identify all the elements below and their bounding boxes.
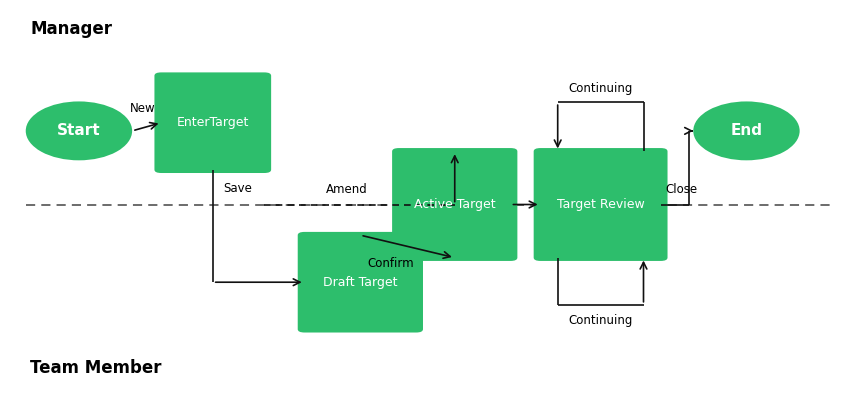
Text: New: New xyxy=(130,102,155,115)
Ellipse shape xyxy=(26,101,132,160)
Text: EnterTarget: EnterTarget xyxy=(177,116,249,129)
Text: Team Member: Team Member xyxy=(30,359,161,377)
Text: Target Review: Target Review xyxy=(557,198,644,211)
Text: Continuing: Continuing xyxy=(568,82,633,95)
Text: Manager: Manager xyxy=(30,20,112,38)
Text: Draft Target: Draft Target xyxy=(323,276,397,289)
FancyBboxPatch shape xyxy=(298,232,423,333)
Text: Save: Save xyxy=(223,182,252,195)
Text: Continuing: Continuing xyxy=(568,314,633,327)
FancyBboxPatch shape xyxy=(392,148,517,261)
FancyBboxPatch shape xyxy=(154,72,271,173)
Text: Close: Close xyxy=(666,182,698,196)
Text: Amend: Amend xyxy=(326,182,367,196)
FancyBboxPatch shape xyxy=(534,148,668,261)
Text: End: End xyxy=(730,124,763,138)
Ellipse shape xyxy=(693,101,800,160)
Text: Active Target: Active Target xyxy=(414,198,496,211)
Text: Confirm: Confirm xyxy=(367,257,414,270)
Text: Start: Start xyxy=(57,124,100,138)
